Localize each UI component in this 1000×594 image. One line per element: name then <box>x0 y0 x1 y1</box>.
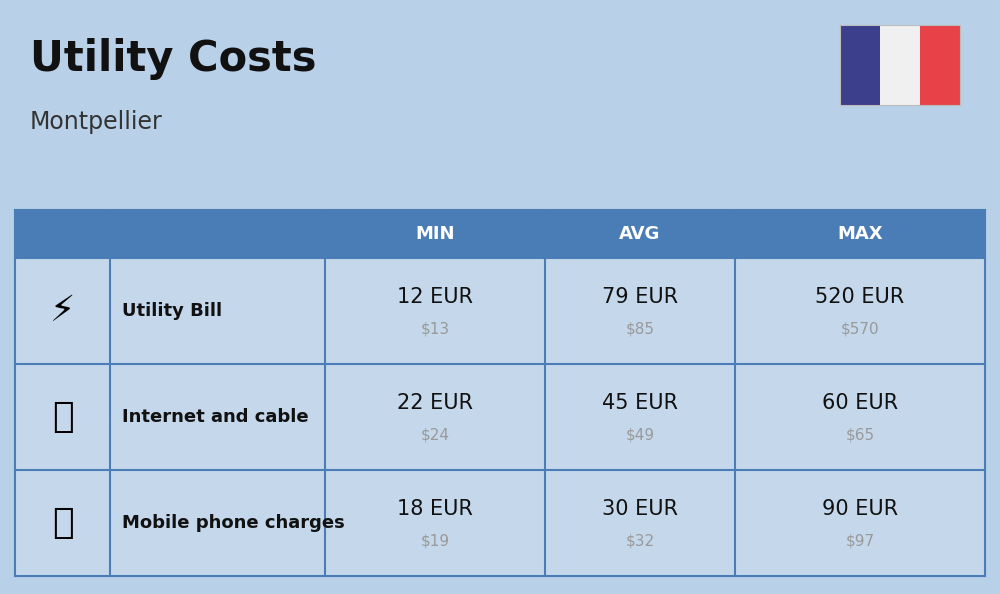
Text: MIN: MIN <box>415 225 455 243</box>
Text: $65: $65 <box>845 427 875 443</box>
Bar <box>920 25 960 105</box>
Text: 79 EUR: 79 EUR <box>602 287 678 307</box>
Text: $13: $13 <box>420 321 450 336</box>
Bar <box>840 25 880 105</box>
Text: 📶: 📶 <box>52 400 73 434</box>
Text: $49: $49 <box>625 427 655 443</box>
Text: Utility Bill: Utility Bill <box>122 302 222 320</box>
Text: Montpellier: Montpellier <box>30 110 163 134</box>
Text: AVG: AVG <box>619 225 661 243</box>
Text: 12 EUR: 12 EUR <box>397 287 473 307</box>
Text: 📱: 📱 <box>52 506 73 540</box>
Text: 60 EUR: 60 EUR <box>822 393 898 413</box>
Bar <box>15 210 985 258</box>
Bar <box>840 25 960 105</box>
Bar <box>880 25 920 105</box>
Text: Utility Costs: Utility Costs <box>30 38 316 80</box>
Text: $85: $85 <box>626 321 654 336</box>
Text: ⚡: ⚡ <box>50 294 75 328</box>
Text: 30 EUR: 30 EUR <box>602 499 678 519</box>
Text: $24: $24 <box>420 427 450 443</box>
Text: MAX: MAX <box>837 225 883 243</box>
Text: Internet and cable: Internet and cable <box>122 408 309 426</box>
Text: Mobile phone charges: Mobile phone charges <box>122 514 345 532</box>
Text: 22 EUR: 22 EUR <box>397 393 473 413</box>
Text: 45 EUR: 45 EUR <box>602 393 678 413</box>
Text: $570: $570 <box>841 321 879 336</box>
Text: 520 EUR: 520 EUR <box>815 287 905 307</box>
Text: $19: $19 <box>420 533 450 548</box>
Text: $97: $97 <box>845 533 875 548</box>
Text: 18 EUR: 18 EUR <box>397 499 473 519</box>
Text: $32: $32 <box>625 533 655 548</box>
Bar <box>15 258 985 576</box>
Text: 90 EUR: 90 EUR <box>822 499 898 519</box>
